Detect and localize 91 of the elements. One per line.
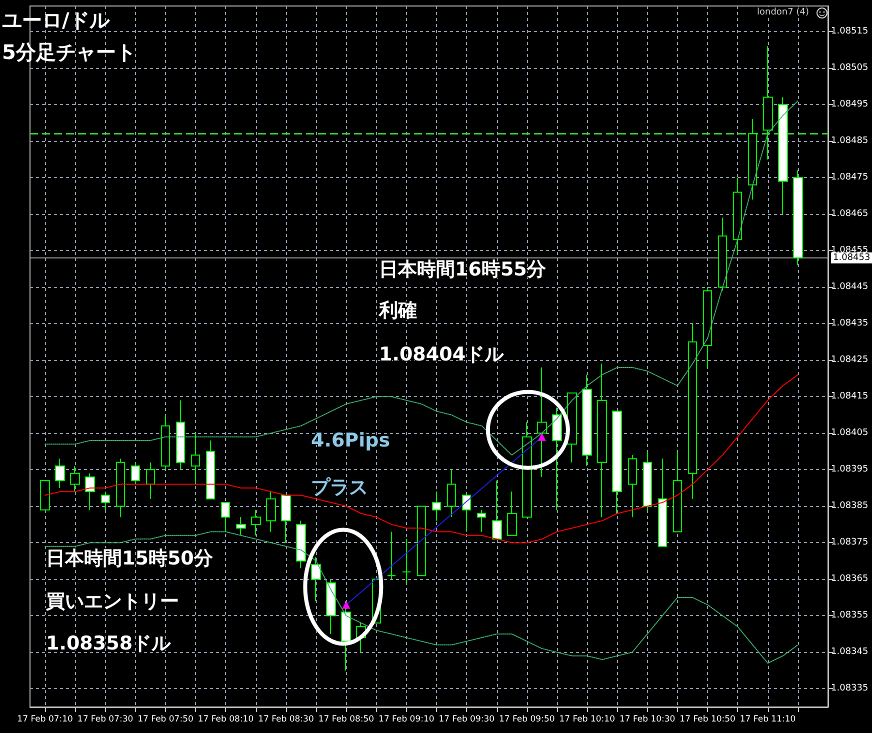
- x-tick-label: 17 Feb 10:30: [619, 714, 676, 724]
- x-tick-label: 17 Feb 08:50: [318, 714, 374, 724]
- candlestick: [703, 286, 712, 368]
- y-tick-label: 1.08365: [831, 574, 868, 584]
- candlestick: [417, 506, 426, 576]
- candlestick: [718, 217, 727, 292]
- candlestick: [477, 509, 486, 532]
- candlestick: [101, 491, 110, 510]
- candlestick: [658, 458, 667, 547]
- y-tick-label: 1.08395: [831, 464, 868, 475]
- candlestick: [40, 480, 50, 510]
- candlestick: [522, 422, 532, 518]
- x-tick-label: 17 Feb 07:10: [17, 714, 73, 724]
- candlestick: [673, 450, 682, 532]
- y-tick-label: 1.08475: [831, 172, 868, 183]
- y-tick-label: 1.08485: [831, 136, 868, 146]
- x-tick-label: 17 Feb 09:50: [498, 714, 555, 724]
- candlestick: [612, 410, 622, 514]
- x-tick-label: 17 Feb 10:10: [559, 714, 615, 724]
- candlestick: [733, 177, 742, 255]
- candlestick: [763, 46, 773, 160]
- candlestick: [582, 374, 592, 467]
- candlestick: [70, 466, 80, 492]
- x-tick-label: 17 Feb 09:30: [438, 714, 495, 724]
- y-tick-label: 1.08425: [831, 355, 868, 366]
- candlestick: [85, 472, 95, 510]
- annotation: 日本時間16時55分: [379, 258, 547, 280]
- candlestick: [311, 556, 321, 602]
- candlestick: [507, 491, 517, 536]
- y-tick-label: 1.08385: [831, 501, 868, 512]
- candlestick: [628, 454, 637, 518]
- candlestick: [251, 509, 261, 536]
- y-tick-label: 1.08375: [831, 538, 868, 548]
- annotation: 1.08358ドル: [46, 632, 172, 654]
- candlestick: [597, 363, 607, 518]
- candlestick: [537, 366, 547, 478]
- candlestick: [296, 520, 306, 569]
- y-tick-label: 1.08495: [831, 100, 868, 110]
- candlestick: [748, 118, 757, 200]
- x-tick-label: 17 Feb 10:50: [680, 714, 736, 724]
- candlestick: [688, 323, 697, 500]
- annotation: 1.08404ドル: [379, 344, 505, 366]
- candlestick: [221, 502, 230, 532]
- y-tick-label: 1.08335: [831, 684, 868, 694]
- annotation: 買いエントリー: [45, 590, 179, 612]
- candlestick: [447, 469, 456, 518]
- y-tick-label: 1.08415: [831, 392, 868, 402]
- annotation: 日本時間15時50分: [46, 548, 214, 570]
- candlestick: [236, 516, 246, 536]
- y-tick-label: 1.08515: [831, 26, 868, 37]
- candlestick: [146, 462, 155, 500]
- candlestick: [281, 494, 291, 544]
- annotation: 利確: [378, 300, 417, 322]
- x-tick-label: 17 Feb 11:10: [740, 714, 796, 724]
- candlestick: [266, 491, 276, 532]
- y-tick-label: 1.08405: [831, 428, 868, 438]
- x-tick-label: 17 Feb 07:50: [138, 714, 194, 724]
- y-tick-label: 1.08355: [831, 610, 868, 621]
- y-tick-label: 1.08445: [831, 282, 868, 292]
- candlestick: [402, 538, 411, 584]
- line-series: [44, 100, 798, 456]
- y-tick-label: 1.08435: [831, 318, 868, 329]
- annotation: 4.6Pips: [311, 430, 390, 452]
- candlestick: [462, 494, 471, 532]
- y-tick-label: 1.08345: [831, 647, 868, 658]
- candlestick: [552, 407, 562, 510]
- candlestick: [432, 491, 441, 522]
- candlestick: [326, 578, 336, 634]
- annotation: london7 (4): [757, 8, 809, 18]
- candlestick: [643, 450, 652, 510]
- line-series: [44, 531, 798, 664]
- candlestick: [341, 600, 351, 671]
- x-tick-label: 17 Feb 08:10: [198, 714, 254, 724]
- candlestick: [492, 480, 502, 540]
- x-tick-label: 17 Feb 08:30: [258, 714, 314, 724]
- y-tick-label: 1.08505: [831, 63, 868, 74]
- candlestick: [116, 458, 125, 518]
- line-series: [44, 374, 798, 544]
- annotation: プラス: [311, 476, 368, 498]
- candlestick: [176, 400, 185, 470]
- x-tick-label: 17 Feb 09:10: [378, 714, 434, 724]
- candlestick: [387, 531, 396, 580]
- candlestick: [161, 414, 170, 470]
- candlestick: [793, 170, 803, 266]
- candlestick: [191, 432, 200, 485]
- candlestick: [55, 458, 65, 488]
- y-tick-label: 1.08465: [831, 209, 868, 220]
- candlestick: [131, 462, 140, 485]
- candlestick: [206, 440, 215, 500]
- candlestick: [778, 96, 788, 215]
- x-tick-label: 17 Feb 07:30: [77, 714, 134, 724]
